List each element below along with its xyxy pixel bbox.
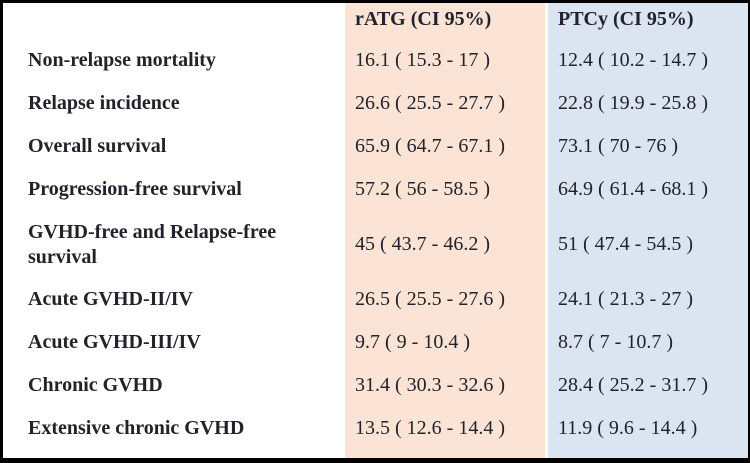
ratg-value: 26.5 ( 25.5 - 27.6 ): [345, 278, 545, 321]
column-divider: [545, 278, 548, 321]
column-divider: [545, 211, 548, 278]
outcome-label: Overall survival: [28, 135, 167, 157]
ratg-value: 16.1 ( 15.3 - 17 ): [345, 39, 545, 82]
column-divider: [545, 407, 548, 450]
outcome-label: Chronic GVHD: [28, 374, 163, 396]
table-row: Acute GVHD-III/IV 9.7 ( 9 - 10.4 ) 8.7 (…: [3, 321, 748, 364]
column-divider: [545, 39, 548, 82]
outcome-label: Acute GVHD-III/IV: [28, 331, 201, 353]
ratg-value: 65.9 ( 64.7 - 67.1 ): [345, 125, 545, 168]
table-row: Progression-free survival 57.2 ( 56 - 58…: [3, 168, 748, 211]
table-row: Non-relapse mortality 16.1 ( 15.3 - 17 )…: [3, 39, 748, 82]
outcome-label: Acute GVHD-II/IV: [28, 288, 193, 310]
table-row: Extensive chronic GVHD 13.5 ( 12.6 - 14.…: [3, 407, 748, 450]
ptcy-value: 22.8 ( 19.9 - 25.8 ): [548, 82, 748, 125]
column-divider: [545, 168, 548, 211]
ptcy-column-header: PTCy (CI 95%): [548, 3, 748, 39]
table-row: Chronic GVHD 31.4 ( 30.3 - 32.6 ) 28.4 (…: [3, 364, 748, 407]
table-row: Acute GVHD-II/IV 26.5 ( 25.5 - 27.6 ) 24…: [3, 278, 748, 321]
column-divider: [545, 82, 548, 125]
table-row: Overall survival 65.9 ( 64.7 - 67.1 ) 73…: [3, 125, 748, 168]
outcome-label: Relapse incidence: [28, 92, 180, 114]
ratg-value: 9.7 ( 9 - 10.4 ): [345, 321, 545, 364]
column-divider: [545, 364, 548, 407]
table-bottom-filler: [3, 450, 748, 458]
column-divider: [545, 3, 548, 39]
ptcy-value: 11.9 ( 9.6 - 14.4 ): [548, 407, 748, 450]
outcome-label: Extensive chronic GVHD: [28, 417, 245, 439]
ptcy-value: 64.9 ( 61.4 - 68.1 ): [548, 168, 748, 211]
ratg-value: 45 ( 43.7 - 46.2 ): [345, 211, 545, 278]
outcome-column-header: [3, 3, 345, 39]
outcome-label: Non-relapse mortality: [28, 49, 216, 71]
table-header-row: rATG (CI 95%) PTCy (CI 95%): [3, 3, 748, 39]
ptcy-value: 28.4 ( 25.2 - 31.7 ): [548, 364, 748, 407]
table-row: GVHD-free and Relapse-free survival 45 (…: [3, 211, 748, 278]
ptcy-value: 51 ( 47.4 - 54.5 ): [548, 211, 748, 278]
outcome-label: GVHD-free and Relapse-free survival: [28, 220, 277, 268]
column-divider: [545, 125, 548, 168]
ptcy-value: 12.4 ( 10.2 - 14.7 ): [548, 39, 748, 82]
ratg-value: 13.5 ( 12.6 - 14.4 ): [345, 407, 545, 450]
ratg-value: 31.4 ( 30.3 - 32.6 ): [345, 364, 545, 407]
filler-ptcy-cell: [548, 450, 748, 458]
filler-label-cell: [3, 450, 345, 458]
ptcy-value: 24.1 ( 21.3 - 27 ): [548, 278, 748, 321]
table-row: Relapse incidence 26.6 ( 25.5 - 27.7 ) 2…: [3, 82, 748, 125]
ratg-value: 57.2 ( 56 - 58.5 ): [345, 168, 545, 211]
column-divider: [545, 321, 548, 364]
column-divider: [545, 450, 548, 458]
ptcy-value: 8.7 ( 7 - 10.7 ): [548, 321, 748, 364]
ptcy-value: 73.1 ( 70 - 76 ): [548, 125, 748, 168]
ratg-value: 26.6 ( 25.5 - 27.7 ): [345, 82, 545, 125]
filler-ratg-cell: [345, 450, 545, 458]
outcome-label: Progression-free survival: [28, 178, 242, 200]
ratg-column-header: rATG (CI 95%): [345, 3, 545, 39]
